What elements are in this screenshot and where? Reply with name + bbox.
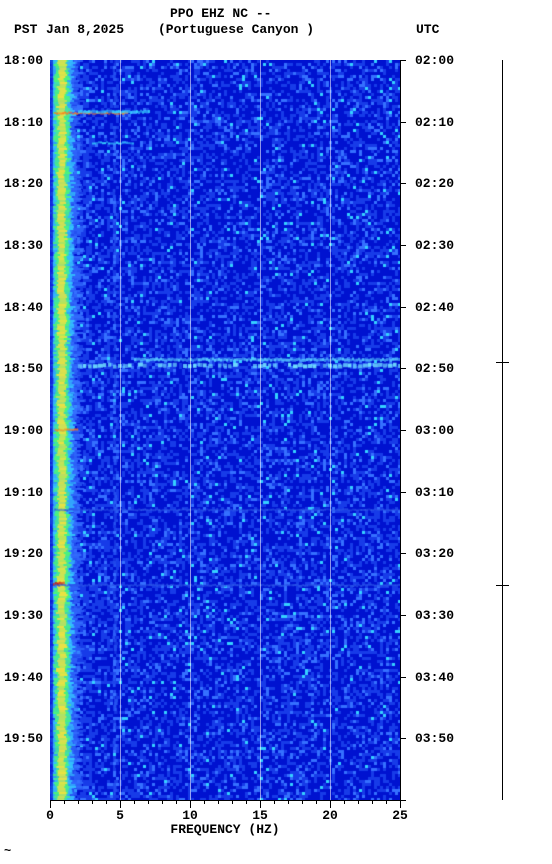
- x-minor-tick: [344, 800, 345, 804]
- y-left-tick-label: 18:30: [4, 239, 43, 252]
- y-right-tick: [400, 430, 406, 431]
- y-right-tick: [400, 122, 406, 123]
- y-right-tick-label: 02:30: [415, 239, 454, 252]
- y-left-tick-label: 18:00: [4, 54, 43, 67]
- x-major-tick: [400, 800, 401, 808]
- y-right-tick-label: 03:50: [415, 732, 454, 745]
- spectrogram-canvas: [50, 60, 400, 800]
- x-minor-tick: [78, 800, 79, 804]
- x-minor-tick: [106, 800, 107, 804]
- y-right-tick: [400, 677, 406, 678]
- y-left-tick-label: 18:50: [4, 362, 43, 375]
- header-tz-right: UTC: [416, 22, 439, 37]
- y-right-tick: [400, 738, 406, 739]
- x-tick-label: 25: [392, 808, 408, 823]
- y-left-tick-label: 19:10: [4, 486, 43, 499]
- x-minor-tick: [176, 800, 177, 804]
- y-left-tick-label: 18:10: [4, 116, 43, 129]
- y-right-tick: [400, 553, 406, 554]
- x-minor-tick: [288, 800, 289, 804]
- y-right-tick: [400, 615, 406, 616]
- y-right-tick: [400, 492, 406, 493]
- x-tick-label: 0: [46, 808, 54, 823]
- y-right-tick-label: 02:10: [415, 116, 454, 129]
- y-right-tick: [400, 368, 406, 369]
- y-right-tick-label: 02:50: [415, 362, 454, 375]
- y-right-tick: [400, 307, 406, 308]
- x-minor-tick: [358, 800, 359, 804]
- vertical-gridline: [120, 60, 121, 800]
- x-minor-tick: [134, 800, 135, 804]
- x-minor-tick: [372, 800, 373, 804]
- y-left-tick-label: 19:30: [4, 609, 43, 622]
- spectrogram-page: PPO EHZ NC -- PST Jan 8,2025 (Portuguese…: [0, 0, 552, 864]
- x-tick-label: 5: [116, 808, 124, 823]
- y-right-tick: [400, 800, 406, 801]
- x-minor-tick: [204, 800, 205, 804]
- x-major-tick: [330, 800, 331, 808]
- y-right-tick-label: 02:00: [415, 54, 454, 67]
- header-date: Jan 8,2025: [46, 22, 124, 37]
- x-major-tick: [190, 800, 191, 808]
- y-right-tick-label: 03:30: [415, 609, 454, 622]
- event-sidebar-line: [502, 60, 503, 800]
- y-right-tick: [400, 245, 406, 246]
- header-tz-left: PST: [14, 22, 37, 37]
- y-right-tick-label: 03:00: [415, 424, 454, 437]
- spectrogram-plot: [50, 60, 400, 800]
- y-left-tick-label: 19:20: [4, 547, 43, 560]
- y-right-tick-label: 03:20: [415, 547, 454, 560]
- vertical-gridline: [190, 60, 191, 800]
- footer-tilde: ~: [4, 844, 11, 858]
- x-minor-tick: [218, 800, 219, 804]
- x-tick-label: 20: [322, 808, 338, 823]
- x-minor-tick: [246, 800, 247, 804]
- x-major-tick: [50, 800, 51, 808]
- y-right-tick: [400, 183, 406, 184]
- x-axis-line: [50, 800, 400, 801]
- y-axis-left-labels: 18:0018:1018:2018:3018:4018:5019:0019:10…: [0, 60, 48, 800]
- x-minor-tick: [232, 800, 233, 804]
- x-major-tick: [120, 800, 121, 808]
- y-left-tick-label: 18:20: [4, 177, 43, 190]
- x-minor-tick: [274, 800, 275, 804]
- x-minor-tick: [386, 800, 387, 804]
- sidebar-event-mark: [496, 362, 509, 363]
- x-tick-label: 10: [182, 808, 198, 823]
- header-title: PPO EHZ NC --: [170, 6, 271, 21]
- y-left-tick-label: 18:40: [4, 301, 43, 314]
- y-left-tick-label: 19:50: [4, 732, 43, 745]
- y-right-tick-label: 03:10: [415, 486, 454, 499]
- x-minor-tick: [148, 800, 149, 804]
- y-right-tick-label: 03:40: [415, 671, 454, 684]
- x-minor-tick: [316, 800, 317, 804]
- x-minor-tick: [64, 800, 65, 804]
- y-left-tick-label: 19:40: [4, 671, 43, 684]
- y-axis-right-labels: 02:0002:1002:2002:3002:4002:5003:0003:10…: [404, 60, 454, 800]
- x-minor-tick: [162, 800, 163, 804]
- vertical-gridline: [260, 60, 261, 800]
- x-axis-title: FREQUENCY (HZ): [50, 822, 400, 837]
- y-right-tick-label: 02:20: [415, 177, 454, 190]
- x-major-tick: [260, 800, 261, 808]
- sidebar-event-mark: [496, 585, 509, 586]
- header-station: (Portuguese Canyon ): [158, 22, 314, 37]
- x-tick-label: 15: [252, 808, 268, 823]
- y-right-tick: [400, 60, 406, 61]
- x-minor-tick: [302, 800, 303, 804]
- y-right-tick-label: 02:40: [415, 301, 454, 314]
- vertical-gridline: [330, 60, 331, 800]
- y-left-tick-label: 19:00: [4, 424, 43, 437]
- x-minor-tick: [92, 800, 93, 804]
